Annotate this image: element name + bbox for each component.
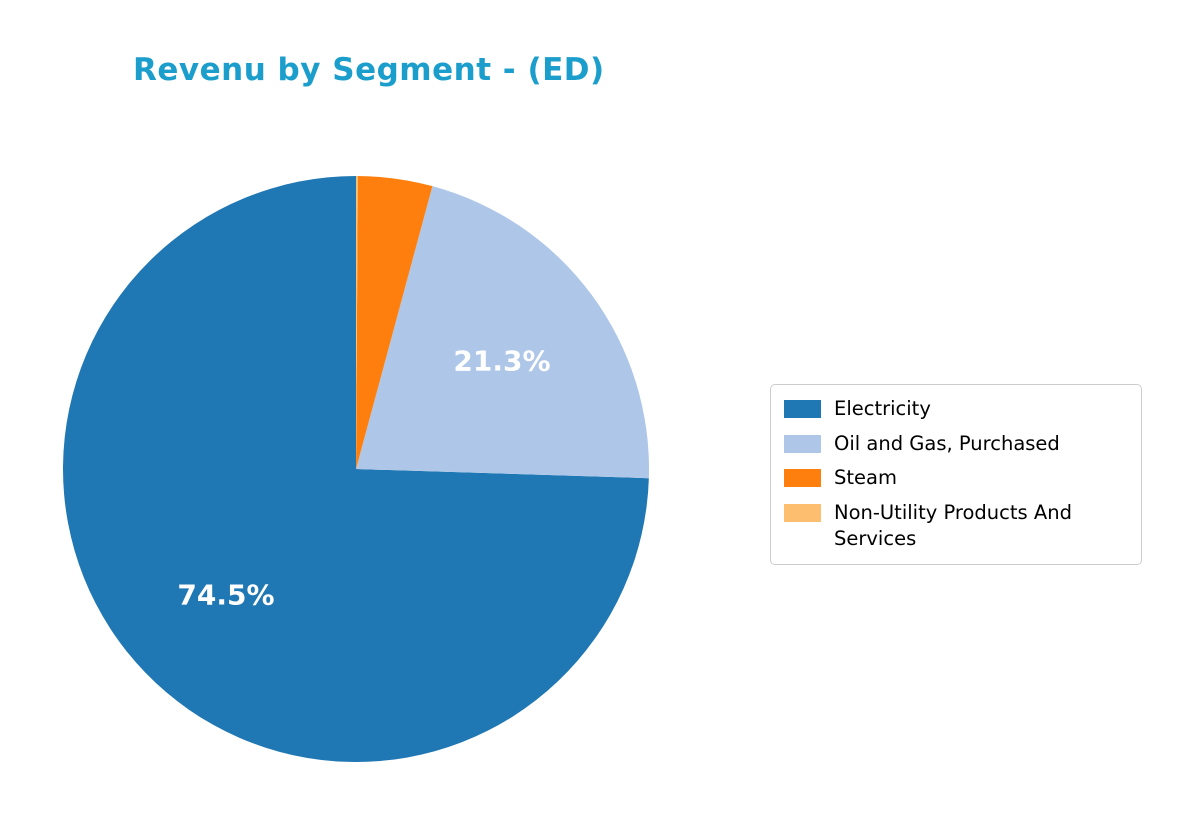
legend-item-0: Electricity xyxy=(784,396,1128,422)
pie-slice-2 xyxy=(356,176,433,469)
legend-item-3: Non-Utility Products And Services xyxy=(784,500,1128,551)
pie-svg xyxy=(63,176,650,762)
pie-slice-0 xyxy=(63,176,649,762)
legend-label: Non-Utility Products And Services xyxy=(834,501,1072,550)
legend-swatch-icon xyxy=(784,434,821,453)
pie-slice-1 xyxy=(356,186,650,479)
legend-item-2: Steam xyxy=(784,465,1128,491)
pie-chart: 74.5% 21.3% xyxy=(60,173,652,765)
chart-title: Revenu by Segment - (ED) xyxy=(133,52,605,88)
legend-item-1: Oil and Gas, Purchased xyxy=(784,431,1128,457)
legend-swatch-icon xyxy=(784,400,821,418)
legend: Electricity Oil and Gas, Purchased Steam No… xyxy=(770,384,1142,565)
legend-swatch-icon xyxy=(784,504,821,523)
legend-swatch-icon xyxy=(784,469,821,488)
pie-slice-3 xyxy=(356,176,358,469)
legend-label: Electricity xyxy=(834,397,931,420)
legend-label: Oil and Gas, Purchased xyxy=(834,431,1060,455)
legend-label: Steam xyxy=(834,466,897,490)
